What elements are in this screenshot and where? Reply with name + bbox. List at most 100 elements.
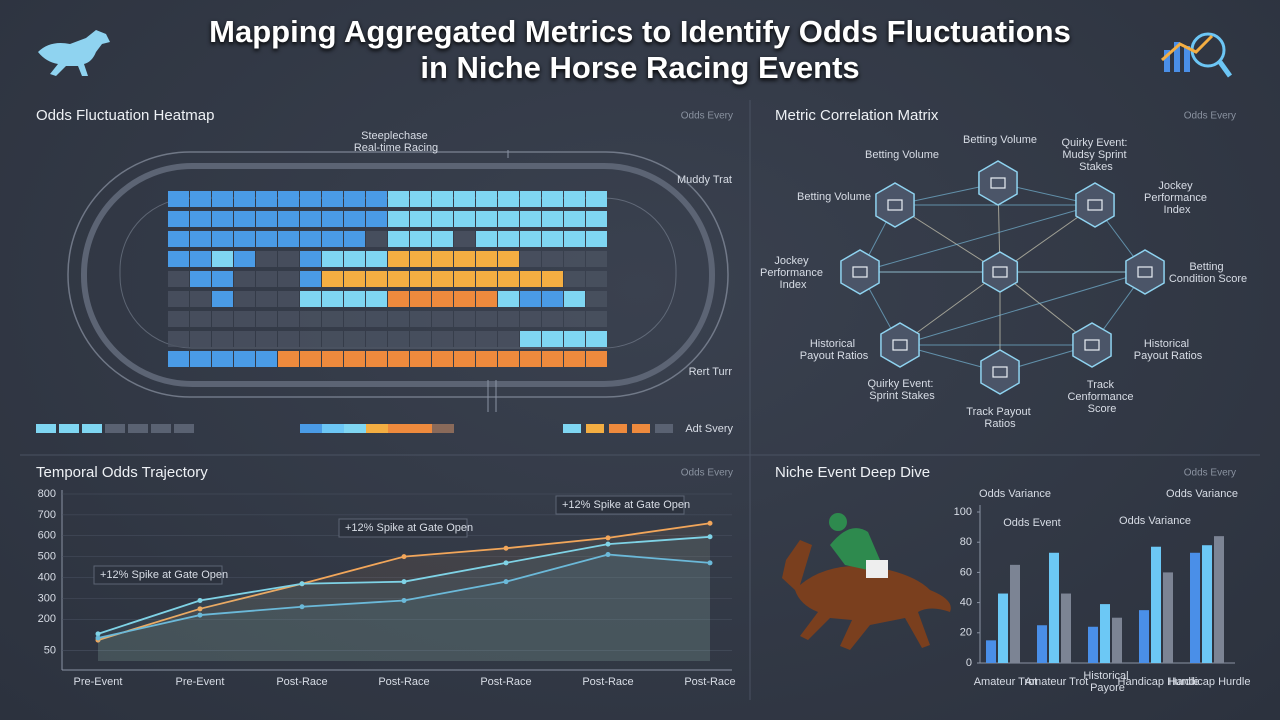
heat-cell xyxy=(278,351,299,367)
node-label: Historical Payout Ratios xyxy=(800,338,869,362)
heat-cell xyxy=(344,331,365,347)
heat-cell xyxy=(366,291,387,307)
heat-cell xyxy=(542,251,563,267)
y-tick-label: 50 xyxy=(44,644,56,656)
heat-cell xyxy=(212,251,233,267)
heat-cell xyxy=(256,231,277,247)
panel-tag: Odds Every xyxy=(681,468,733,479)
heat-cell xyxy=(300,191,321,207)
heat-cell xyxy=(234,331,255,347)
point xyxy=(707,534,713,540)
heat-cell xyxy=(564,271,585,287)
heat-cell xyxy=(212,291,233,307)
heat-cell xyxy=(322,351,343,367)
x-tick-label: Pre-Event xyxy=(176,676,225,688)
race-horse xyxy=(782,513,951,650)
heat-cell xyxy=(234,271,255,287)
heat-cell xyxy=(212,191,233,207)
heat-cell xyxy=(498,251,519,267)
annotation: +12% Spike at Gate Open xyxy=(100,569,228,581)
heat-cell xyxy=(586,271,607,287)
bar xyxy=(1139,610,1149,663)
heat-cell xyxy=(498,191,519,207)
annotation: Rert Turr xyxy=(689,366,733,378)
point xyxy=(401,579,407,585)
heat-cell xyxy=(168,191,189,207)
bar xyxy=(1088,626,1098,663)
heat-cell xyxy=(168,231,189,247)
heat-cell xyxy=(322,251,343,267)
metric-node xyxy=(880,322,920,368)
heat-cell xyxy=(366,231,387,247)
heat-cell xyxy=(476,191,497,207)
heat-cell xyxy=(564,351,585,367)
heat-cell xyxy=(300,351,321,367)
bar xyxy=(1112,617,1122,663)
heat-cell xyxy=(388,231,409,247)
heat-cell xyxy=(520,331,541,347)
bar xyxy=(1163,572,1173,663)
bar xyxy=(1010,564,1020,663)
heat-cell xyxy=(278,251,299,267)
node-icon xyxy=(1084,339,1100,351)
heat-cell xyxy=(300,311,321,327)
heat-cell xyxy=(542,331,563,347)
heat-cell xyxy=(476,311,497,327)
heat-cell xyxy=(498,271,519,287)
heat-cell xyxy=(168,291,189,307)
heat-cell xyxy=(168,251,189,267)
node-label: Betting Condition Score xyxy=(1169,261,1247,285)
heat-cell xyxy=(190,311,211,327)
metric-node xyxy=(1125,249,1165,295)
node-label: Betting Volume xyxy=(963,134,1037,146)
heat-cell xyxy=(212,271,233,287)
heat-cell xyxy=(586,291,607,307)
heat-cell xyxy=(366,251,387,267)
node-icon xyxy=(990,177,1006,189)
heat-cell xyxy=(344,251,365,267)
heat-cell xyxy=(190,291,211,307)
heat-cell xyxy=(256,251,277,267)
heat-cell xyxy=(190,251,211,267)
heat-cell xyxy=(366,271,387,287)
annotation-box xyxy=(338,518,468,538)
heat-cell xyxy=(454,211,475,227)
point xyxy=(95,635,101,641)
y-tick-label: 40 xyxy=(960,597,972,609)
heat-cell xyxy=(454,311,475,327)
heat-cell xyxy=(564,251,585,267)
metric-node xyxy=(875,182,915,228)
heat-cell xyxy=(454,271,475,287)
heat-cell xyxy=(454,351,475,367)
point xyxy=(401,554,407,560)
heat-cell xyxy=(432,331,453,347)
node-label: Betting Volume xyxy=(797,191,871,203)
point xyxy=(197,606,203,612)
y-tick-label: 0 xyxy=(966,657,972,669)
heat-cell xyxy=(300,271,321,287)
heat-cell xyxy=(366,191,387,207)
heat-cell xyxy=(344,211,365,227)
track xyxy=(67,150,729,412)
heat-cell xyxy=(322,271,343,287)
heat-cell xyxy=(520,351,541,367)
heat-cell xyxy=(410,311,431,327)
heat-cell xyxy=(454,291,475,307)
heat-cell xyxy=(344,291,365,307)
annotation-box xyxy=(93,565,223,585)
heat-cell xyxy=(344,311,365,327)
metric-node xyxy=(1072,322,1112,368)
point xyxy=(299,604,305,610)
heat-cell xyxy=(212,231,233,247)
heat-cell xyxy=(520,311,541,327)
heat-cell xyxy=(498,331,519,347)
node-icon xyxy=(852,266,868,278)
point xyxy=(605,541,611,547)
annotation: +12% Spike at Gate Open xyxy=(562,499,690,511)
heat-cell xyxy=(322,191,343,207)
node-icon xyxy=(992,266,1008,278)
heat-cell xyxy=(168,311,189,327)
annotation: Odds Variance xyxy=(1166,488,1238,500)
heat-cell xyxy=(432,231,453,247)
